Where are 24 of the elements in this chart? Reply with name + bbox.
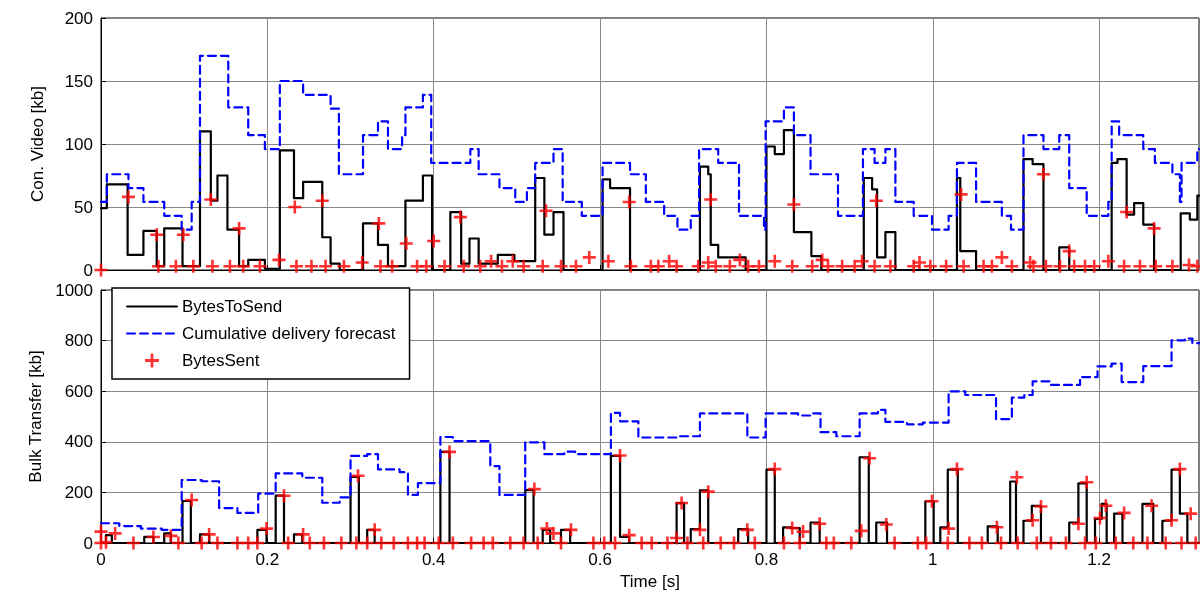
x-axis-title: Time [s]	[620, 571, 680, 591]
y-tick-label: 200	[64, 8, 93, 28]
y-axis-title: Con. Video [kb]	[28, 86, 47, 202]
y-tick-label: 200	[64, 482, 93, 502]
y-tick-label: 100	[64, 134, 93, 154]
legend-label: BytesToSend	[182, 297, 283, 316]
y-tick-label: 600	[64, 381, 93, 401]
y-tick-label: 1000	[55, 280, 93, 300]
x-tick-label: 0.2	[255, 550, 280, 569]
x-tick-label: 1.2	[1087, 550, 1111, 569]
x-tick-label: 0.8	[754, 550, 779, 569]
x-tick-label: 1	[928, 550, 938, 569]
y-tick-label: 50	[74, 197, 93, 217]
y-tick-label: 0	[83, 260, 93, 280]
y-tick-label: 800	[64, 331, 93, 351]
x-tick-label: 0.6	[588, 550, 612, 569]
y-axis-title: Bulk Transfer [kb]	[26, 350, 46, 483]
y-tick-label: 400	[64, 432, 93, 452]
y-tick-label: 0	[83, 533, 93, 553]
y-tick-label: 150	[64, 71, 93, 91]
legend-label: Cumulative delivery forecast	[182, 324, 396, 343]
x-tick-label: 0	[96, 550, 106, 569]
legend-label: BytesSent	[182, 351, 260, 370]
x-tick-label: 0.4	[421, 550, 446, 569]
